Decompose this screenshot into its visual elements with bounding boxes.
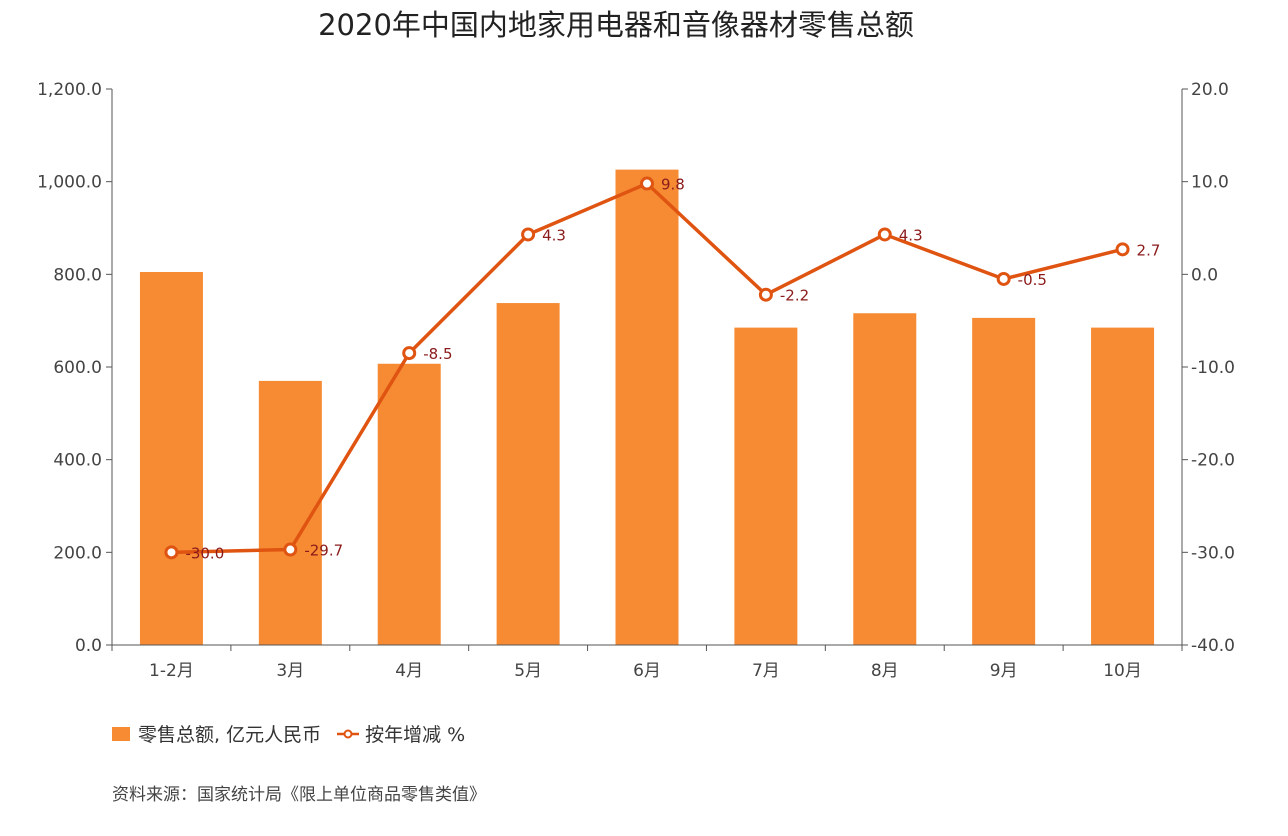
bars-layer xyxy=(139,169,1155,645)
left-tick-label: 200.0 xyxy=(53,543,102,563)
source-note: 资料来源：国家统计局《限上单位商品零售类值》 xyxy=(112,785,486,805)
right-tick-label: -40.0 xyxy=(1191,636,1235,656)
yoy-point-10月 xyxy=(1115,242,1130,257)
bar-8月 xyxy=(853,313,917,645)
yoy-data-label: -2.2 xyxy=(780,287,809,305)
legend-line-swatch xyxy=(337,729,360,738)
yoy-point-4月 xyxy=(402,346,417,361)
yoy-point-1-2月 xyxy=(164,545,179,560)
left-tick-label: 600.0 xyxy=(53,358,102,378)
right-tick-label: -30.0 xyxy=(1191,543,1235,563)
yoy-data-label: 4.3 xyxy=(899,226,923,244)
bar-1-2月 xyxy=(139,272,203,645)
x-tick-label: 10月 xyxy=(1103,661,1142,681)
axes-layer: 0.0 200.0 400.0 600.0 800.0 1,000.0 1,200.0 -40… xyxy=(37,80,1235,681)
x-tick-label: 5月 xyxy=(514,661,542,681)
legend-item-retail-sales[interactable]: 零售总额, 亿元人民币 xyxy=(112,720,321,747)
yoy-data-label: -0.5 xyxy=(1018,271,1047,289)
yoy-point-6月 xyxy=(640,176,654,191)
yoy-data-label: -30.0 xyxy=(185,544,224,562)
yoy-data-label: -8.5 xyxy=(423,345,452,363)
legend-label-yoy-change: 按年增减 % xyxy=(365,724,466,746)
bar-4月 xyxy=(377,363,441,645)
legend-item-yoy-change[interactable]: 按年增减 % xyxy=(337,720,465,747)
yoy-point-3月 xyxy=(283,542,298,557)
legend-label-retail-sales: 零售总额, 亿元人民币 xyxy=(138,724,322,746)
chart-title: 2020年中国内地家用电器和音像器材零售总额 xyxy=(318,8,914,42)
yoy-point-7月 xyxy=(758,287,773,302)
left-tick-label: 400.0 xyxy=(53,451,102,471)
x-tick-label: 9月 xyxy=(990,661,1018,681)
legend: 零售总额, 亿元人民币 按年增减 % xyxy=(112,720,481,747)
x-tick-label: 4月 xyxy=(395,661,423,681)
right-tick-label: -20.0 xyxy=(1191,451,1235,471)
yoy-data-label: 2.7 xyxy=(1137,241,1161,259)
bar-6月 xyxy=(615,169,679,645)
right-tick-label: 20.0 xyxy=(1191,80,1229,100)
yoy-data-label: -29.7 xyxy=(304,542,343,560)
yoy-point-8月 xyxy=(877,227,892,242)
bar-9月 xyxy=(972,317,1036,645)
x-tick-label: 7月 xyxy=(752,661,780,681)
x-tick-label: 3月 xyxy=(276,661,304,681)
x-tick-label: 8月 xyxy=(871,661,899,681)
left-tick-label: 0.0 xyxy=(75,636,102,656)
right-tick-label: 10.0 xyxy=(1191,173,1229,193)
right-tick-label: 0.0 xyxy=(1191,265,1218,285)
yoy-data-label: 9.8 xyxy=(661,176,685,194)
left-tick-label: 1,200.0 xyxy=(37,80,102,100)
right-tick-label: -10.0 xyxy=(1191,358,1235,378)
legend-bar-swatch xyxy=(112,726,130,741)
labels-layer: -30.0 -29.7 -8.5 4.3 9.8 -2.2 4.3 -0.5 2.7 xyxy=(185,176,1160,563)
left-tick-label: 800.0 xyxy=(53,265,102,285)
bar-7月 xyxy=(734,327,798,645)
yoy-point-9月 xyxy=(996,271,1011,286)
bar-5月 xyxy=(496,303,560,645)
yoy-data-label: 4.3 xyxy=(542,226,566,244)
bar-10月 xyxy=(1091,327,1155,645)
yoy-point-5月 xyxy=(521,227,536,242)
line-layer xyxy=(164,176,1130,560)
x-tick-label: 6月 xyxy=(633,661,661,681)
left-tick-label: 1,000.0 xyxy=(37,173,102,193)
x-tick-label: 1-2月 xyxy=(149,661,194,681)
